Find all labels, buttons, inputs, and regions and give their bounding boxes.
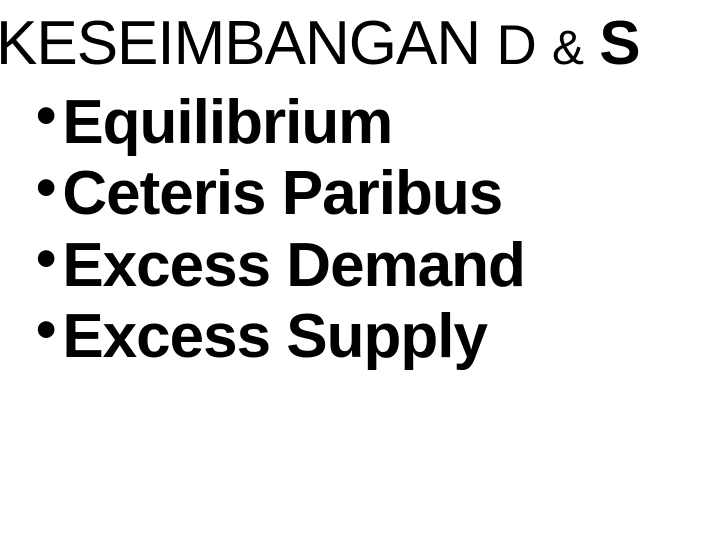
slide-title: KESEIMBANGAN D & S	[0, 8, 720, 79]
list-item: • Excess Demand	[36, 230, 720, 301]
slide-container: KESEIMBANGAN D & S • Equilibrium • Ceter…	[0, 8, 720, 372]
title-ampersand: &	[552, 22, 583, 75]
bullet-text: Excess Demand	[62, 230, 525, 301]
bullet-list: • Equilibrium • Ceteris Paribus • Excess…	[36, 87, 720, 372]
title-main: KESEIMBANGAN	[0, 9, 480, 78]
title-s: S	[599, 9, 639, 78]
bullet-text: Excess Supply	[62, 301, 487, 372]
bullet-text: Ceteris Paribus	[62, 158, 502, 229]
bullet-marker-icon: •	[36, 155, 56, 222]
bullet-marker-icon: •	[36, 297, 56, 364]
title-d: D	[496, 13, 535, 76]
bullet-marker-icon: •	[36, 83, 56, 150]
list-item: • Excess Supply	[36, 301, 720, 372]
list-item: • Ceteris Paribus	[36, 158, 720, 229]
bullet-text: Equilibrium	[62, 87, 392, 158]
bullet-marker-icon: •	[36, 226, 56, 293]
list-item: • Equilibrium	[36, 87, 720, 158]
